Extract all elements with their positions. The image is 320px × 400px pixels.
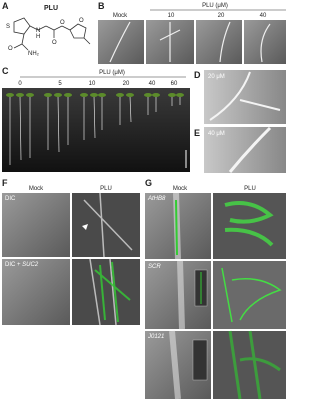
column-label: Mock xyxy=(113,13,128,19)
panel-label: E xyxy=(194,128,200,138)
row-label-gene: SUC2 xyxy=(22,262,39,268)
atom: O xyxy=(52,40,57,46)
column-label: 20 xyxy=(123,81,130,87)
row-label: DIC xyxy=(5,196,16,202)
column-label: 10 xyxy=(89,81,96,87)
panel-label: G xyxy=(145,178,152,188)
seedling-photo xyxy=(2,88,190,172)
column-label: 5 xyxy=(58,81,62,87)
panel-label: D xyxy=(194,70,201,80)
micrograph-grid xyxy=(145,192,286,400)
row-label-part: DIC + xyxy=(5,262,22,268)
compound-name: PLU xyxy=(44,5,58,12)
row-label: J0121 xyxy=(147,334,164,340)
column-label: 60 xyxy=(171,81,178,87)
caption: 20 μM xyxy=(208,74,225,80)
panel-label: C xyxy=(2,66,9,76)
column-label: Mock xyxy=(173,186,188,192)
micrograph-row xyxy=(98,20,286,64)
figure: A PLU S H N O O O NH₂ O B PLU (μM) Mock … xyxy=(2,1,286,400)
caption: 40 μM xyxy=(208,131,225,137)
micrograph xyxy=(209,71,281,121)
micrograph xyxy=(204,127,286,173)
header: PLU (μM) xyxy=(202,3,228,9)
row-label: DIC + SUC2 xyxy=(5,262,39,268)
panel-label: F xyxy=(2,178,8,188)
column-label: 20 xyxy=(218,13,225,19)
column-label: 0 xyxy=(18,81,22,87)
column-label: 10 xyxy=(168,13,175,19)
column-label: PLU xyxy=(244,186,256,192)
header: PLU (μM) xyxy=(99,70,125,76)
atom: H xyxy=(36,34,40,40)
atom: O xyxy=(60,20,65,26)
chemical-structure xyxy=(13,17,91,51)
atom: O xyxy=(8,46,13,52)
atom: O xyxy=(79,18,84,24)
column-label: 40 xyxy=(149,81,156,87)
row-label: AtHB8 xyxy=(147,196,166,202)
column-label: PLU xyxy=(100,186,112,192)
panel-label: A xyxy=(2,1,9,11)
micrograph xyxy=(228,126,272,173)
column-label: 40 xyxy=(260,13,267,19)
atom: S xyxy=(6,24,10,30)
atom: NH₂ xyxy=(28,51,40,57)
row-label: SCR xyxy=(148,264,161,270)
column-label: Mock xyxy=(29,186,44,192)
panel-label: B xyxy=(98,1,105,11)
micrograph-grid xyxy=(2,192,140,326)
atom: N xyxy=(36,28,40,34)
